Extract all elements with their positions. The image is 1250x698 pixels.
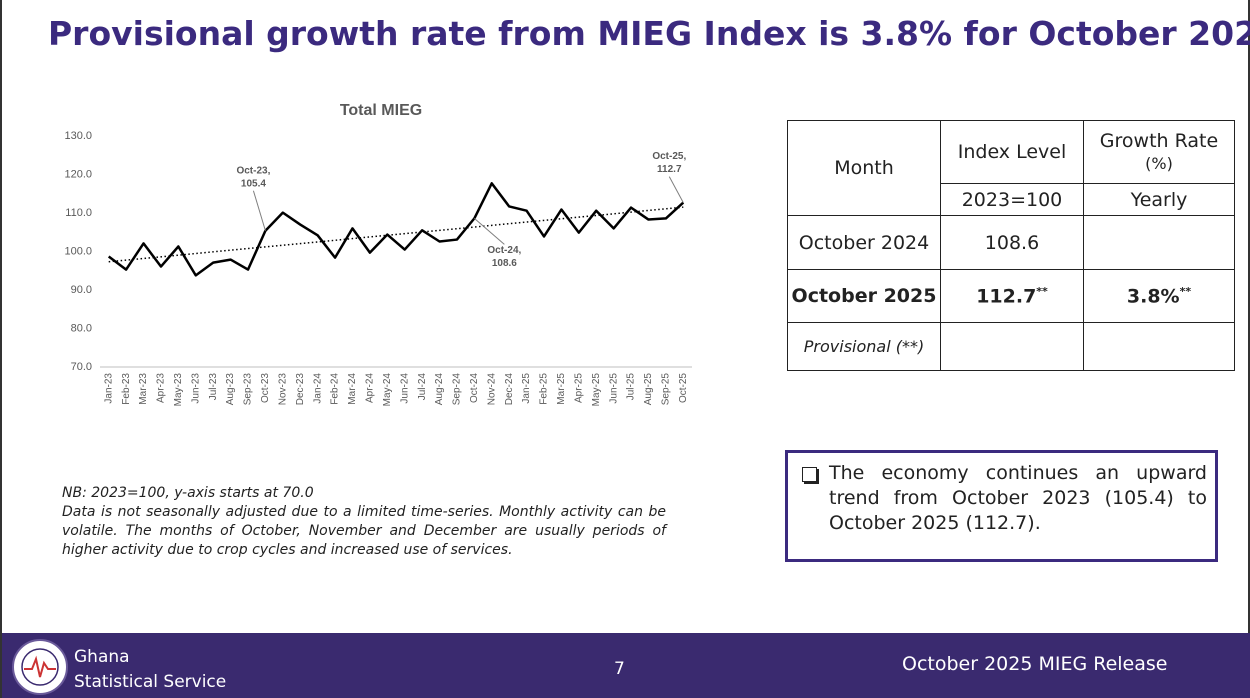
x-tick-label: Nov-23	[277, 373, 288, 406]
y-tick-label: 120.0	[64, 168, 92, 180]
x-tick-label: Aug-23	[225, 373, 236, 406]
x-tick-label: Jun-23	[190, 373, 201, 404]
x-tick-label: May-23	[173, 373, 184, 407]
cell	[1083, 322, 1235, 371]
x-tick-label: May-24	[382, 373, 393, 407]
org-line: Ghana	[74, 647, 130, 667]
data-table: Month Index Level Growth Rate (%) 2023=10…	[787, 120, 1235, 371]
line	[107, 182, 685, 277]
cell: October 2025	[787, 269, 941, 323]
annotation-text: 108.6	[492, 258, 517, 269]
annotation-text: Oct-23,	[236, 165, 270, 176]
cell: 112.7**	[940, 269, 1084, 323]
x-tick-label: Apr-23	[156, 373, 167, 403]
chart-title: Total MIEG	[340, 102, 422, 119]
annotation-text: 112.7	[657, 164, 682, 175]
x-tick-label: Sep-23	[243, 373, 254, 406]
x-tick-label: Mar-23	[138, 373, 149, 405]
x-tick-label: Feb-25	[539, 373, 550, 405]
note-line: NB: 2023=100, y-axis starts at 70.0	[62, 485, 314, 501]
x-tick-label: Jul-24	[417, 373, 428, 401]
org-line: Statistical Service	[74, 672, 227, 692]
header-cell: Index Level	[940, 120, 1084, 184]
header-cell: Growth Rate (%)	[1083, 120, 1235, 184]
slide-title: Provisional growth rate from MIEG Index …	[48, 14, 1250, 53]
x-tick-label: May-25	[591, 373, 602, 407]
y-tick-label: 130.0	[64, 130, 92, 142]
x-tick-label: Dec-23	[295, 373, 306, 406]
x-tick-label: Jan-25	[521, 373, 532, 404]
cell: 3.8%**	[1083, 269, 1235, 323]
page-number: 7	[614, 659, 625, 679]
bullet-box	[802, 467, 817, 482]
y-tick-label: 100.0	[64, 245, 92, 257]
superscript: **	[1036, 284, 1048, 298]
x-tick-label: Oct-23	[260, 373, 271, 403]
annotation-text: Oct-24,	[487, 245, 521, 256]
release-label: October 2025 MIEG Release	[902, 653, 1168, 675]
footer: Ghana Statistical Service 7 October 2025…	[2, 633, 1250, 698]
header-cell: Month	[787, 120, 941, 216]
header-text: Growth Rate	[1099, 130, 1219, 152]
cell	[940, 322, 1084, 371]
annotation-leader	[252, 190, 266, 231]
callout-text: The economy continues an upward trend fr…	[829, 462, 1207, 534]
chart: Total MIEG 70.0 80.0 90.0 100.0 110.0 120.0 13…	[64, 102, 692, 407]
annotation-text: 105.4	[241, 178, 266, 189]
x-tick-label: Jan-23	[103, 373, 114, 404]
x-tick-label: Apr-25	[573, 373, 584, 403]
x-tick-label: Sep-25	[661, 373, 672, 406]
org-name: Ghana Statistical Service	[74, 645, 226, 695]
x-tick-label: Jan-24	[312, 373, 323, 404]
x-tick-label: Feb-23	[121, 373, 132, 405]
note-line: Data is not seasonally adjusted due to a…	[62, 504, 666, 558]
x-tick-label: Nov-24	[486, 373, 497, 406]
x-tick-label: Feb-24	[330, 373, 341, 405]
x-tick-label: Oct-24	[469, 373, 480, 403]
x-tick-label: Jun-25	[608, 373, 619, 404]
cell: October 2024	[787, 215, 941, 270]
header-cell: Yearly	[1083, 183, 1235, 216]
x-tick-label: Apr-24	[365, 373, 376, 403]
cell: Provisional (**)	[787, 322, 941, 371]
annotation-text: Oct-25,	[652, 151, 686, 162]
x-tick-label: Jun-24	[399, 373, 410, 404]
x-tick-label: Sep-24	[452, 373, 463, 406]
x-tick-label: Jul-25	[626, 373, 637, 401]
x-tick-label: Dec-24	[504, 373, 515, 406]
header-cell: 2023=100	[940, 183, 1084, 216]
superscript: **	[1179, 284, 1192, 298]
y-tick-label: 90.0	[71, 284, 92, 296]
cell: 108.6	[940, 215, 1084, 270]
cell-text: 3.8%	[1126, 285, 1180, 308]
x-tick-label: Aug-25	[643, 373, 654, 406]
annotation-leader	[474, 218, 505, 245]
y-tick-label: 80.0	[71, 322, 92, 334]
x-tick-label: Jul-23	[208, 373, 219, 401]
logo	[12, 639, 68, 695]
cell	[1083, 215, 1235, 270]
y-tick-label: 70.0	[71, 361, 92, 373]
trend-line	[108, 206, 684, 263]
cell-text: 112.7	[976, 285, 1037, 308]
x-tick-label: Aug-24	[434, 373, 445, 406]
note: NB: 2023=100, y-axis starts at 70.0 Data…	[62, 484, 666, 560]
callout: The economy continues an upward trend fr…	[785, 450, 1218, 562]
header-text: (%)	[1145, 154, 1173, 173]
y-tick-label: 110.0	[65, 207, 92, 219]
x-tick-label: Mar-24	[347, 373, 358, 405]
x-tick-label: Mar-25	[556, 373, 567, 405]
x-tick-label: Oct-25	[678, 373, 689, 403]
annotation-leader	[668, 176, 684, 203]
